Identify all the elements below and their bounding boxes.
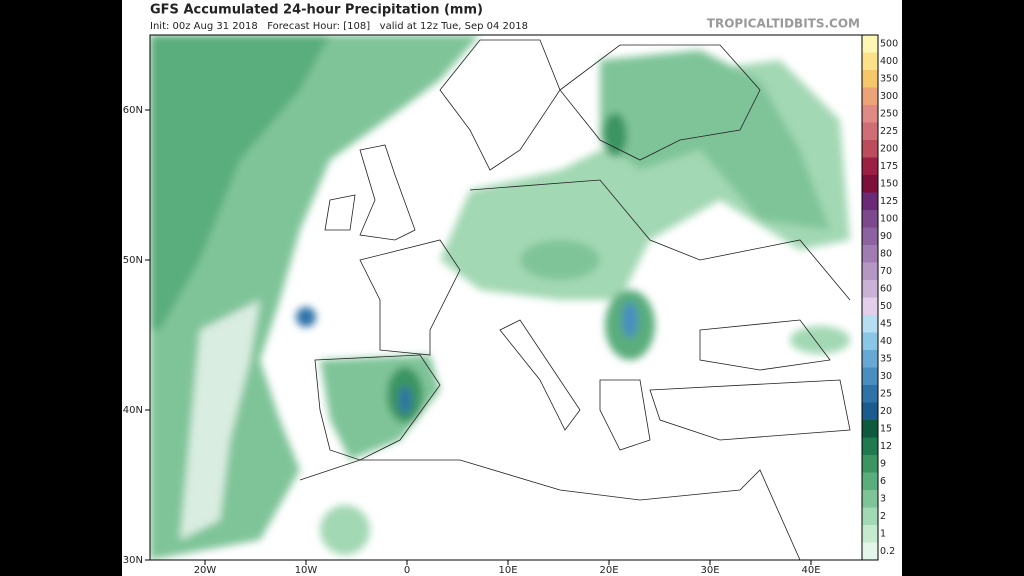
colorbar-label: 20 bbox=[880, 406, 892, 417]
lat-label: 50N bbox=[123, 255, 143, 266]
colorbar-swatch bbox=[862, 420, 878, 438]
colorbar-label: 150 bbox=[880, 178, 898, 189]
lat-label: 60N bbox=[123, 105, 143, 116]
colorbar-swatch bbox=[862, 385, 878, 403]
colorbar-swatch bbox=[862, 105, 878, 123]
lon-label: 0 bbox=[404, 565, 410, 576]
colorbar-swatch bbox=[862, 192, 878, 210]
lon-label: 20W bbox=[194, 565, 217, 576]
lon-label: 10W bbox=[295, 565, 318, 576]
colorbar-swatch bbox=[862, 35, 878, 53]
colorbar-swatch bbox=[862, 437, 878, 455]
colorbar-swatch bbox=[862, 402, 878, 420]
colorbar-label: 45 bbox=[880, 318, 892, 329]
colorbar-label: 70 bbox=[880, 266, 892, 277]
colorbar-swatch bbox=[862, 210, 878, 228]
colorbar-label: 0.2 bbox=[880, 546, 895, 557]
colorbar-label: 500 bbox=[880, 38, 898, 49]
colorbar-swatch bbox=[862, 157, 878, 175]
colorbar-label: 30 bbox=[880, 371, 892, 382]
colorbar-swatch bbox=[862, 140, 878, 158]
colorbar-swatch bbox=[862, 367, 878, 385]
colorbar-swatch bbox=[862, 542, 878, 560]
colorbar-label: 2 bbox=[880, 511, 886, 522]
colorbar-label: 1 bbox=[880, 528, 886, 539]
colorbar-label: 90 bbox=[880, 231, 892, 242]
precip-field bbox=[150, 35, 850, 560]
colorbar-label: 225 bbox=[880, 126, 898, 137]
subtitle: Init: 00z Aug 31 2018 Forecast Hour: [10… bbox=[150, 21, 528, 32]
colorbar-swatch bbox=[862, 227, 878, 245]
colorbar-label: 40 bbox=[880, 336, 892, 347]
colorbar-swatch bbox=[862, 122, 878, 140]
colorbar-label: 60 bbox=[880, 283, 892, 294]
colorbar-swatch bbox=[862, 245, 878, 263]
lat-label: 40N bbox=[123, 405, 143, 416]
colorbar-label: 3 bbox=[880, 493, 886, 504]
colorbar-label: 35 bbox=[880, 353, 892, 364]
colorbar-swatch bbox=[862, 175, 878, 193]
colorbar-swatch bbox=[862, 315, 878, 333]
lat-label: 30N bbox=[123, 555, 143, 566]
coastlines bbox=[299, 39, 851, 560]
colorbar-label: 25 bbox=[880, 388, 892, 399]
colorbar-swatch bbox=[862, 525, 878, 543]
title: GFS Accumulated 24-hour Precipitation (m… bbox=[150, 3, 483, 18]
colorbar-swatch bbox=[862, 507, 878, 525]
lon-label: 10E bbox=[498, 565, 517, 576]
lon-label: 30E bbox=[700, 565, 719, 576]
lon-label: 40E bbox=[801, 565, 820, 576]
colorbar-label: 50 bbox=[880, 301, 892, 312]
colorbar-swatch bbox=[862, 262, 878, 280]
colorbar-label: 250 bbox=[880, 108, 898, 119]
colorbar-label: 400 bbox=[880, 56, 898, 67]
colorbar-swatch bbox=[862, 332, 878, 350]
colorbar-label: 6 bbox=[880, 476, 886, 487]
colorbar-swatch bbox=[862, 52, 878, 70]
colorbar-swatch bbox=[862, 455, 878, 473]
colorbar-swatch bbox=[862, 70, 878, 88]
colorbar-label: 350 bbox=[880, 73, 898, 84]
colorbar-label: 100 bbox=[880, 213, 898, 224]
map bbox=[150, 35, 862, 560]
colorbar-swatch bbox=[862, 472, 878, 490]
colorbar-label: 15 bbox=[880, 423, 892, 434]
colorbar-swatch bbox=[862, 280, 878, 298]
colorbar-swatch bbox=[862, 87, 878, 105]
colorbar-label: 125 bbox=[880, 196, 898, 207]
watermark: TROPICALTIDBITS.COM bbox=[707, 17, 860, 31]
colorbar-label: 175 bbox=[880, 161, 898, 172]
colorbar-border bbox=[861, 34, 879, 561]
colorbar-swatch bbox=[862, 297, 878, 315]
colorbar-label: 300 bbox=[880, 91, 898, 102]
colorbar-label: 80 bbox=[880, 248, 892, 259]
colorbar-label: 9 bbox=[880, 458, 886, 469]
colorbar-swatch bbox=[862, 490, 878, 508]
colorbar-label: 200 bbox=[880, 143, 898, 154]
lon-label: 20E bbox=[599, 565, 618, 576]
colorbar-label: 12 bbox=[880, 441, 892, 452]
colorbar-swatch bbox=[862, 350, 878, 368]
